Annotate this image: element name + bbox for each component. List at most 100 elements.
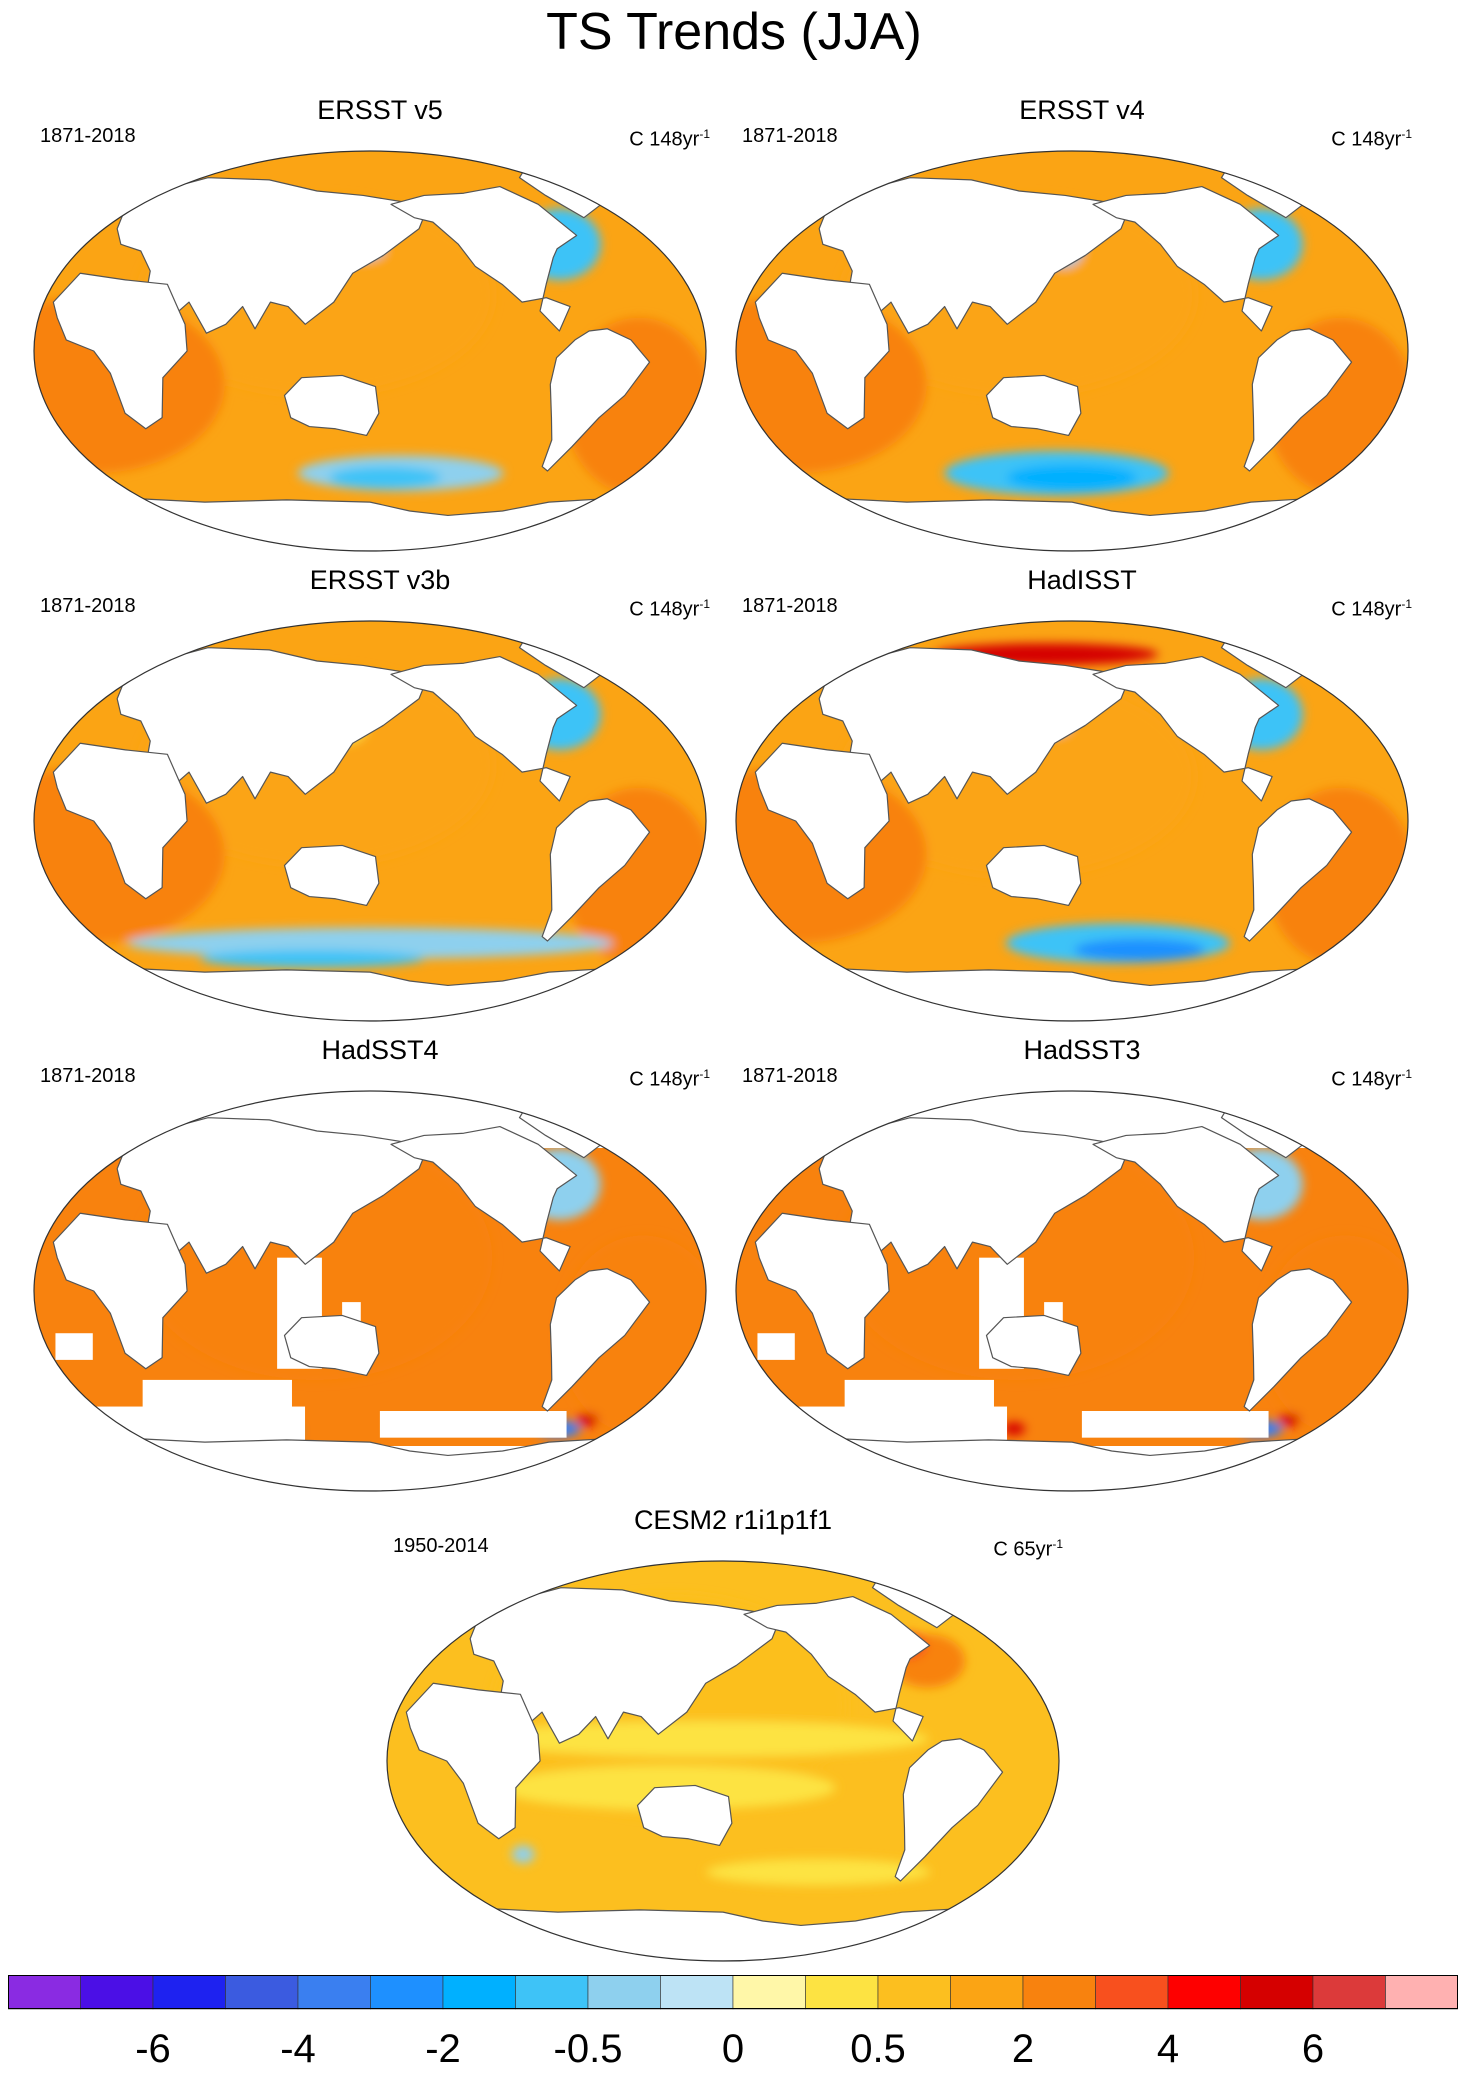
data-gap-5 xyxy=(1081,1411,1269,1438)
panel-units: C 65yr-1 xyxy=(993,1537,1063,1561)
data-gap-4 xyxy=(783,1406,1008,1443)
panel-period: 1871-2018 xyxy=(40,595,136,617)
panel-hadsst3: HadSST3 1871-2018 C 148yr-1 xyxy=(732,1034,1432,1504)
land-eurasia xyxy=(469,1587,781,1744)
land-africa xyxy=(754,1212,890,1370)
map-plot xyxy=(386,1560,1060,1962)
colorbar-swatch xyxy=(1022,1975,1096,2010)
panel-units: C 148yr-1 xyxy=(629,1067,710,1091)
colorbar-tick-label: 6 xyxy=(1301,2027,1325,2071)
colorbar-swatch xyxy=(80,1975,154,2010)
trend-anomaly-7 xyxy=(1074,938,1205,961)
panel-units: C 148yr-1 xyxy=(1331,127,1412,151)
panel-units: C 148yr-1 xyxy=(629,127,710,151)
land-south-america xyxy=(1243,328,1353,472)
map-outline xyxy=(33,1090,707,1492)
land-north-america xyxy=(1092,1125,1280,1272)
land-australia xyxy=(985,374,1082,437)
land-north-america xyxy=(1092,185,1280,332)
land-australia xyxy=(985,844,1082,907)
trend-anomaly-6 xyxy=(706,1858,931,1886)
colorbar-frame xyxy=(8,1975,1458,2009)
colorbar-swatch xyxy=(297,1975,371,2010)
land-antarctica xyxy=(117,497,623,551)
colorbar-swatch xyxy=(732,1975,806,2010)
land-africa xyxy=(754,742,890,900)
trend-anomaly-10 xyxy=(1278,1413,1301,1427)
panel-units: C 148yr-1 xyxy=(629,597,710,621)
panel-units: C 148yr-1 xyxy=(1331,597,1412,621)
land-antarctica xyxy=(819,497,1325,551)
map-outline xyxy=(33,620,707,1022)
trend-anomaly-7 xyxy=(329,466,442,489)
colorbar-tick-label: 0.5 xyxy=(850,2027,906,2071)
land-eurasia xyxy=(116,177,428,334)
land-antarctica xyxy=(470,1907,976,1961)
panel-period: 1871-2018 xyxy=(40,125,136,147)
land-antarctica xyxy=(117,967,623,1021)
land-south-america xyxy=(541,798,651,942)
colorbar-swatch xyxy=(805,1975,879,2010)
panel-title: HadSST3 xyxy=(1023,1035,1141,1065)
colorbar-swatch xyxy=(877,1975,951,2010)
land-australia xyxy=(283,844,380,907)
land-north-america xyxy=(743,1595,931,1742)
land-eurasia xyxy=(818,647,1130,804)
figure-title: TS Trends (JJA) xyxy=(546,3,922,61)
land-antarctica xyxy=(819,967,1325,1021)
land-eurasia xyxy=(818,1117,1130,1274)
land-eurasia xyxy=(116,1117,428,1274)
panel-hadsst4: HadSST4 1871-2018 C 148yr-1 xyxy=(30,1034,730,1504)
land-africa xyxy=(405,1682,541,1840)
colorbar-swatch xyxy=(8,1975,81,2010)
panel-title: ERSST v3b xyxy=(309,565,451,595)
colorbar-tick-label: 2 xyxy=(1011,2027,1035,2071)
colorbar-tick-label: -6 xyxy=(135,2027,171,2071)
land-north-america xyxy=(390,655,578,802)
panel-period: 1871-2018 xyxy=(40,1065,136,1087)
trend-anomaly-7 xyxy=(1006,464,1138,491)
land-africa xyxy=(52,1212,188,1370)
map-plot xyxy=(735,150,1409,552)
colorbar-swatch xyxy=(442,1975,516,2010)
land-south-america xyxy=(894,1738,1004,1882)
colorbar-swatch xyxy=(587,1975,661,2010)
colorbar-tick-label: -4 xyxy=(280,2027,316,2071)
data-gap-5 xyxy=(379,1411,567,1438)
map-plot xyxy=(735,1090,1409,1492)
land-south-america xyxy=(541,328,651,472)
panel-units: C 148yr-1 xyxy=(1331,1067,1412,1091)
trend-anomaly-5 xyxy=(511,1845,535,1864)
map-plot xyxy=(33,620,707,1022)
land-australia xyxy=(985,1314,1082,1377)
map-outline xyxy=(33,150,707,552)
map-outline xyxy=(735,620,1409,1022)
panel-period: 1950-2014 xyxy=(393,1535,489,1557)
panel-title: HadSST4 xyxy=(321,1035,439,1065)
land-africa xyxy=(52,272,188,430)
data-gap-2 xyxy=(757,1333,795,1360)
panel-hadisst: HadISST 1871-2018 C 148yr-1 xyxy=(732,564,1432,1034)
panel-title: HadISST xyxy=(1027,565,1137,595)
map-plot xyxy=(33,1090,707,1492)
colorbar-swatch xyxy=(1240,1975,1314,2010)
colorbar-swatch xyxy=(152,1975,226,2010)
colorbar-swatch xyxy=(1385,1975,1458,2010)
colorbar-swatch xyxy=(515,1975,589,2010)
trend-anomaly-6 xyxy=(127,927,613,959)
trend-anomaly-9 xyxy=(576,1413,599,1427)
land-australia xyxy=(283,1314,380,1377)
colorbar-tick-label: -0.5 xyxy=(553,2027,623,2071)
land-australia xyxy=(283,374,380,437)
map-plot xyxy=(33,150,707,552)
map-outline xyxy=(386,1560,1060,1962)
colorbar-swatch xyxy=(1167,1975,1241,2010)
trend-anomaly-1 xyxy=(480,1721,929,1757)
land-south-america xyxy=(1243,1268,1353,1412)
land-australia xyxy=(636,1784,733,1847)
data-gap-4 xyxy=(81,1406,306,1443)
colorbar-swatch xyxy=(660,1975,734,2010)
panel-title: ERSST v5 xyxy=(317,95,443,125)
land-eurasia xyxy=(818,177,1130,334)
land-africa xyxy=(52,742,188,900)
